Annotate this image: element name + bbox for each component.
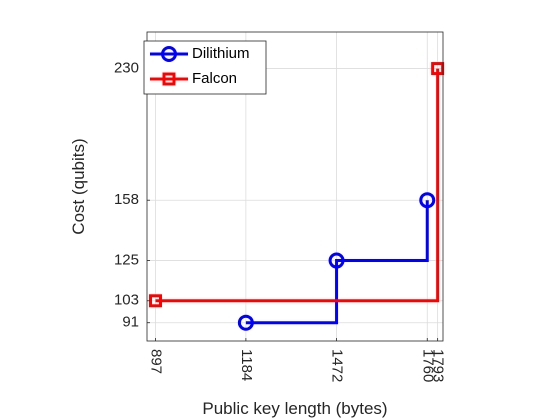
x-tick-label: 1793: [430, 349, 447, 382]
legend: Dilithium Falcon: [143, 40, 267, 95]
y-tick-label: 158: [114, 191, 139, 208]
data-point-dilithium: [328, 252, 345, 269]
y-tick-label: 230: [114, 60, 139, 77]
x-tick-label: 897: [148, 349, 165, 374]
x-tick-label: 1760: [419, 349, 436, 382]
x-axis-label: Public key length (bytes): [202, 399, 387, 418]
series-line-falcon: [155, 68, 440, 303]
legend-label-falcon: Falcon: [192, 70, 237, 87]
data-point-dilithium: [419, 192, 436, 209]
y-axis-label: Cost (qubits): [69, 138, 88, 234]
legend-item-dilithium: Dilithium: [150, 45, 250, 62]
legend-marker-falcon: [162, 72, 176, 86]
data-point-dilithium: [237, 314, 254, 331]
plot-area-border: [146, 31, 444, 342]
y-tick-label: 125: [114, 252, 139, 269]
series-layer: [149, 62, 445, 331]
x-tick-label: 1472: [329, 349, 346, 382]
legend-item-falcon: Falcon: [150, 70, 237, 87]
legend-marker-dilithium: [161, 46, 177, 62]
y-tick-label: 91: [122, 314, 139, 331]
y-tick-label: 103: [114, 292, 139, 309]
x-tick-label: 1184: [238, 349, 255, 381]
data-point-falcon: [149, 294, 163, 308]
legend-label-dilithium: Dilithium: [192, 45, 250, 62]
series-line-dilithium: [245, 200, 429, 325]
